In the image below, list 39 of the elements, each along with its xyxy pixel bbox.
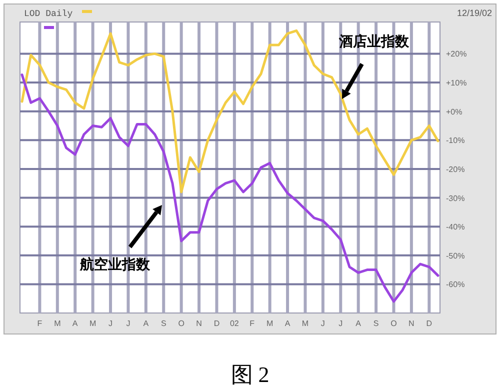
line-series	[20, 29, 440, 194]
y-tick-label: -10%	[446, 136, 465, 146]
x-tick-label: A	[356, 319, 362, 328]
y-tick-label: -60%	[446, 280, 465, 290]
x-tick-label: J	[338, 319, 343, 328]
x-tick-label: A	[72, 319, 78, 328]
x-tick-label: N	[196, 319, 202, 328]
x-tick-label: M	[54, 319, 62, 328]
x-tick-label: D	[214, 319, 220, 328]
y-tick-label: +0%	[446, 107, 462, 116]
x-tick-label: F	[250, 319, 255, 328]
x-tick-label: M	[89, 319, 96, 328]
x-tick-label: A	[143, 319, 150, 328]
x-tick-label: J	[320, 319, 325, 328]
x-tick-label: A	[284, 319, 291, 328]
y-tick-label: -40%	[446, 222, 465, 232]
line-series	[20, 73, 440, 303]
x-tick-label: S	[373, 319, 379, 328]
x-tick-label: 02	[230, 319, 240, 328]
y-tick-label: -30%	[446, 194, 465, 203]
x-tick-label: O	[178, 319, 184, 328]
x-tick-label: D	[426, 319, 432, 328]
text: 12/19/02	[456, 8, 492, 18]
x-tick-label: O	[390, 319, 397, 328]
x-tick-label: J	[108, 319, 113, 328]
caption: 图 2	[230, 362, 270, 387]
annotation: 酒店业指数	[338, 33, 410, 49]
x-tick-label: M	[266, 319, 274, 328]
x-tick-label: J	[126, 319, 130, 328]
y-tick-label: +20%	[446, 50, 467, 59]
x-tick-label: S	[160, 319, 166, 328]
annotation: 航空业指数	[79, 256, 151, 272]
x-tick-label: M	[302, 319, 309, 328]
y-tick-label: +10%	[446, 78, 467, 88]
chart-title: LOD Daily	[24, 9, 74, 19]
y-tick-label: -50%	[446, 251, 465, 260]
y-tick-label: -20%	[446, 164, 465, 174]
x-tick-label: F	[37, 319, 42, 328]
x-tick-label: N	[408, 319, 415, 328]
